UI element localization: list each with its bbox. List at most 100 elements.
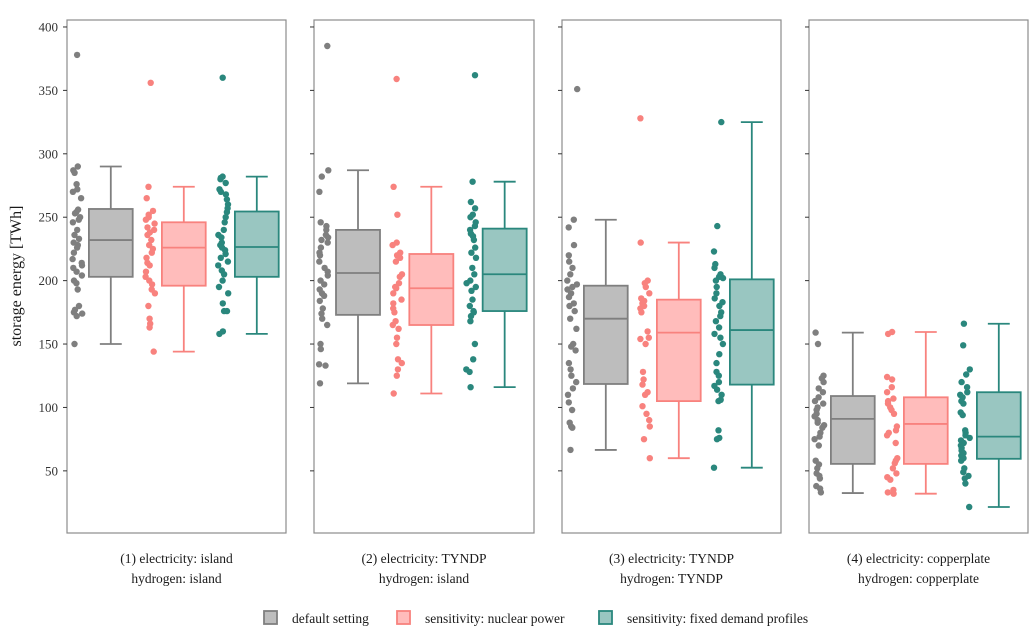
data-point bbox=[317, 244, 325, 251]
legend-item-1: default setting bbox=[263, 610, 369, 626]
data-point bbox=[820, 400, 827, 407]
data-point bbox=[144, 224, 151, 231]
y-tick-label: 400 bbox=[39, 19, 59, 34]
data-point bbox=[75, 216, 83, 223]
data-point bbox=[959, 411, 966, 419]
data-point bbox=[220, 307, 228, 315]
iqr-box bbox=[233, 210, 280, 278]
data-point bbox=[715, 378, 723, 386]
data-point bbox=[320, 292, 328, 299]
data-point bbox=[966, 366, 973, 373]
data-point bbox=[966, 503, 973, 511]
y-tick-label: 150 bbox=[39, 337, 59, 352]
facet-panel-4: (4) electricity: copperplate hydrogen: co… bbox=[805, 19, 1029, 586]
data-point bbox=[715, 324, 723, 331]
data-point bbox=[392, 258, 400, 265]
data-point bbox=[565, 224, 572, 231]
data-point bbox=[574, 85, 581, 93]
facet-panel-3: (3) electricity: TYNDP hydrogen: TYNDP bbox=[558, 19, 782, 586]
data-point bbox=[317, 340, 324, 348]
data-point bbox=[639, 403, 646, 410]
data-point bbox=[74, 286, 81, 293]
data-point bbox=[573, 378, 580, 386]
data-point bbox=[644, 328, 651, 335]
data-point bbox=[79, 310, 86, 317]
data-point bbox=[471, 222, 479, 230]
data-point bbox=[325, 167, 332, 174]
data-point bbox=[318, 310, 325, 317]
facet-label-line1: (3) electricity: TYNDP bbox=[609, 551, 734, 566]
data-point bbox=[391, 309, 398, 316]
box-2-2 bbox=[389, 75, 455, 397]
y-tick-label: 300 bbox=[39, 146, 59, 161]
data-point bbox=[215, 283, 223, 291]
data-point bbox=[74, 163, 82, 170]
data-point bbox=[315, 361, 323, 368]
data-point bbox=[716, 351, 723, 358]
data-point bbox=[567, 271, 574, 278]
data-point bbox=[146, 262, 153, 269]
iqr-box bbox=[481, 227, 528, 312]
data-point bbox=[814, 419, 821, 426]
data-point bbox=[565, 399, 572, 406]
box-4-2 bbox=[883, 328, 949, 497]
data-point bbox=[571, 307, 578, 315]
data-point bbox=[142, 268, 150, 275]
box-4-3 bbox=[957, 320, 1022, 511]
data-point bbox=[472, 244, 479, 251]
data-point bbox=[564, 277, 571, 284]
data-point bbox=[716, 302, 723, 310]
data-point bbox=[469, 296, 476, 303]
data-point bbox=[712, 277, 720, 284]
data-point bbox=[317, 219, 324, 226]
data-point bbox=[317, 345, 324, 353]
data-point bbox=[75, 302, 83, 310]
iqr-box bbox=[830, 395, 876, 465]
data-point bbox=[892, 427, 900, 434]
iqr-box bbox=[976, 391, 1022, 460]
data-point bbox=[71, 231, 78, 239]
data-point bbox=[641, 391, 649, 398]
data-point bbox=[710, 248, 718, 255]
data-point bbox=[149, 207, 157, 215]
data-point bbox=[324, 321, 331, 329]
data-point bbox=[316, 188, 323, 195]
data-point bbox=[637, 239, 644, 246]
data-point bbox=[145, 183, 152, 190]
data-point bbox=[393, 334, 401, 341]
data-point bbox=[389, 241, 396, 249]
data-point bbox=[398, 359, 405, 367]
data-point bbox=[570, 216, 577, 223]
legend-key bbox=[396, 610, 411, 625]
data-point bbox=[814, 465, 821, 472]
data-point bbox=[711, 295, 718, 302]
data-point bbox=[637, 335, 644, 343]
data-point bbox=[393, 372, 400, 379]
data-point bbox=[220, 271, 228, 278]
data-point bbox=[74, 226, 81, 234]
data-point bbox=[218, 234, 225, 241]
data-point bbox=[646, 290, 653, 297]
data-point bbox=[891, 460, 898, 467]
data-point bbox=[715, 427, 722, 434]
legend: default setting sensitivity: nuclear powe… bbox=[263, 610, 808, 626]
data-point bbox=[223, 196, 231, 203]
data-point bbox=[75, 235, 83, 242]
iqr-box bbox=[88, 208, 134, 278]
data-point bbox=[573, 325, 580, 332]
data-point bbox=[640, 436, 648, 443]
data-point bbox=[316, 258, 323, 265]
data-point bbox=[710, 464, 718, 471]
data-point bbox=[568, 343, 575, 350]
data-point bbox=[463, 280, 470, 287]
data-point bbox=[893, 470, 900, 477]
y-axis: 50 100 150 200 250 300 350 400 bbox=[39, 19, 59, 478]
data-point bbox=[960, 342, 967, 349]
data-point bbox=[223, 208, 231, 216]
data-point bbox=[890, 410, 898, 417]
data-point bbox=[966, 434, 973, 442]
data-point bbox=[217, 254, 224, 261]
data-point bbox=[567, 366, 574, 373]
data-point bbox=[719, 274, 727, 282]
